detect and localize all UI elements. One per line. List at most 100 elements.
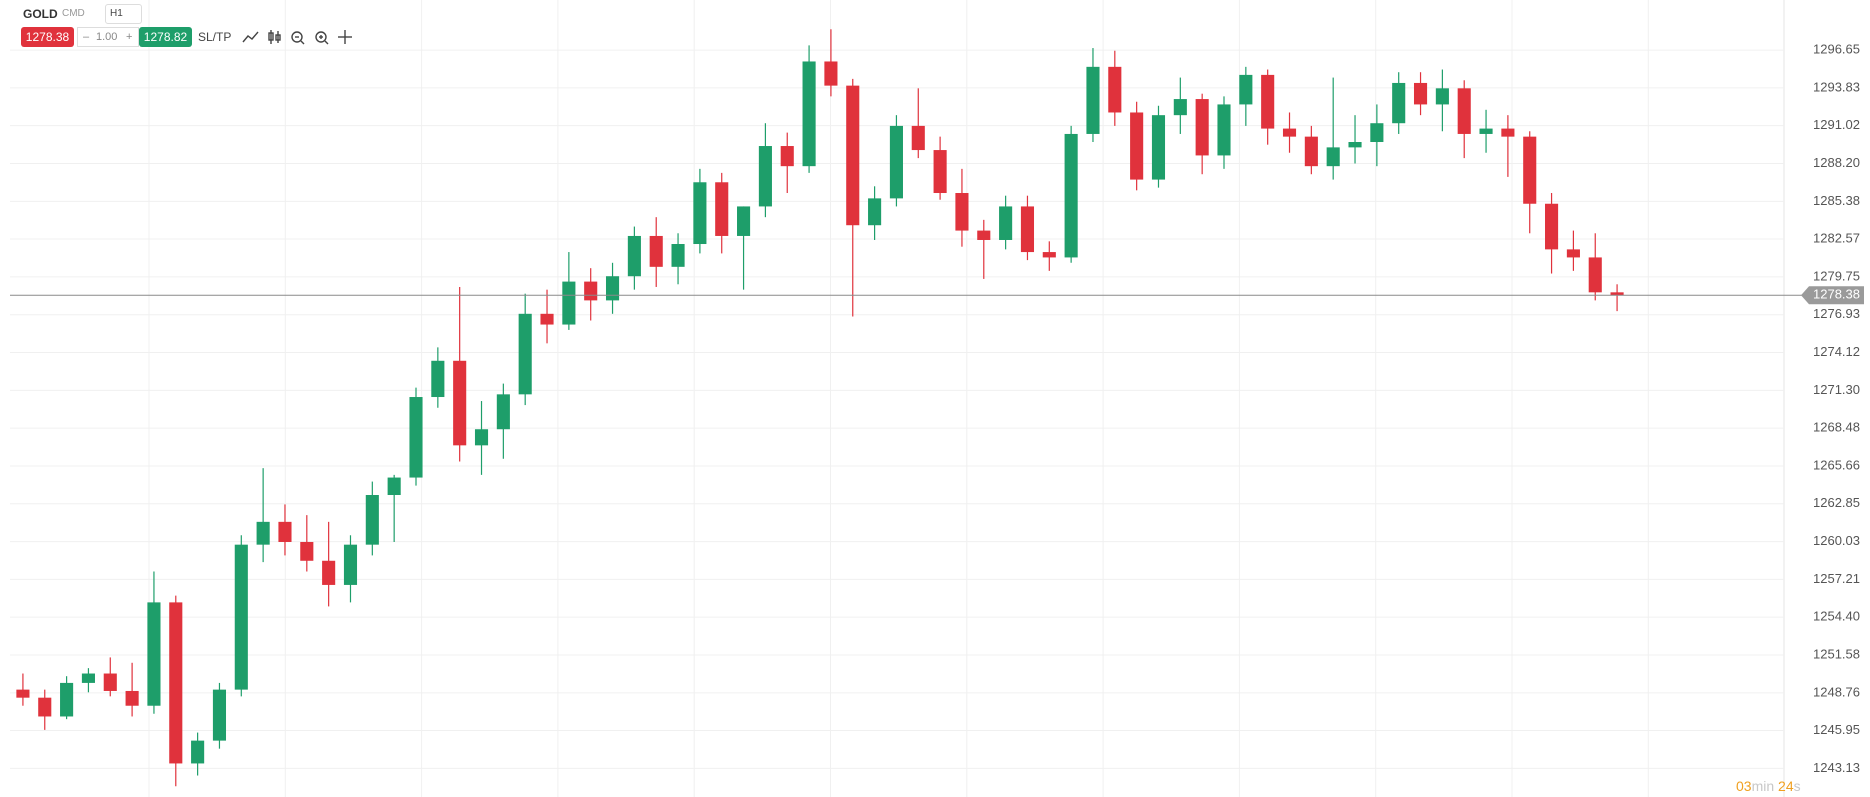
candle-body — [322, 560, 336, 585]
y-tick-label: 1282.57 — [1813, 230, 1860, 245]
y-tick-label: 1274.12 — [1813, 344, 1860, 359]
candle-body — [1130, 112, 1144, 180]
candle-body — [409, 397, 423, 478]
timeframe[interactable]: H1 — [105, 4, 142, 24]
candle-body — [693, 182, 707, 245]
candle-body — [868, 198, 882, 226]
candle-body — [846, 85, 860, 226]
y-tick-label: 1296.65 — [1813, 42, 1860, 57]
y-tick-label: 1268.48 — [1813, 420, 1860, 435]
candle-body — [1566, 249, 1580, 258]
candle-body — [1173, 99, 1187, 116]
quantity[interactable]: 1.00 — [96, 31, 118, 43]
candle-body — [278, 521, 292, 542]
candle-body — [1610, 292, 1624, 296]
candle-body — [81, 673, 95, 683]
candle-body — [1239, 74, 1253, 105]
candle-body — [737, 206, 751, 236]
last-price-tag — [1801, 286, 1864, 305]
candle-body — [889, 125, 903, 199]
candle-body — [1370, 123, 1384, 143]
candle-body — [1064, 133, 1078, 258]
y-tick-label: 1248.76 — [1813, 684, 1860, 699]
candle-body — [518, 313, 532, 395]
y-tick-label: 1285.38 — [1813, 193, 1860, 208]
quantity-box: – 1.00 + — [77, 27, 139, 47]
symbol[interactable]: GOLD — [23, 7, 58, 21]
y-tick-label: 1288.20 — [1813, 155, 1860, 170]
candle-body — [1457, 88, 1471, 134]
candle-body — [824, 61, 838, 86]
y-tick-label: 1254.40 — [1813, 609, 1860, 624]
candle-body — [1392, 82, 1406, 124]
candle-body — [60, 682, 74, 717]
candle-body — [1523, 136, 1537, 204]
candle-body — [300, 541, 314, 561]
candle-body — [16, 689, 30, 698]
candle-body — [496, 394, 510, 430]
candle-body — [1326, 147, 1340, 167]
plus-button[interactable]: + — [126, 31, 133, 43]
candle-body — [387, 477, 401, 496]
buy-button[interactable]: 1278.82 — [139, 27, 192, 47]
candle-body — [343, 544, 358, 585]
market[interactable]: CMD — [62, 8, 85, 19]
line-tool[interactable] — [242, 31, 259, 43]
zoom-out[interactable] — [291, 31, 305, 45]
candle-body — [1435, 88, 1449, 105]
candle-body — [1501, 128, 1515, 137]
candle-body — [999, 206, 1013, 240]
candle-body — [1151, 115, 1166, 180]
y-tick-label: 1279.75 — [1813, 268, 1860, 283]
candle-timer: 03min 24s — [1736, 776, 1801, 796]
y-tick-label: 1257.21 — [1813, 571, 1860, 586]
candle-body — [1217, 104, 1231, 156]
candle-body — [431, 360, 445, 398]
y-tick-label: 1276.93 — [1813, 306, 1860, 321]
candle-body — [649, 235, 663, 267]
candle-body — [933, 150, 947, 194]
candle-body — [234, 544, 248, 690]
candle-body — [256, 521, 270, 545]
candle-body — [103, 673, 117, 691]
candle-body — [365, 495, 379, 545]
candle-body — [1195, 99, 1209, 156]
y-tick-label: 1265.66 — [1813, 457, 1860, 472]
candle-body — [147, 602, 161, 706]
candle-body — [977, 230, 991, 240]
candle-body — [125, 690, 139, 706]
candle-body — [671, 244, 685, 267]
y-tick-label: 1245.95 — [1813, 722, 1860, 737]
y-tick-label: 1262.85 — [1813, 495, 1860, 510]
tool-icons — [242, 30, 352, 45]
candle-body — [584, 281, 598, 301]
y-tick-label: 1271.30 — [1813, 382, 1860, 397]
candle-body — [1479, 128, 1493, 134]
zoom-in[interactable] — [315, 31, 329, 45]
timer-min-unit: min — [1751, 778, 1775, 794]
candle-body — [474, 429, 489, 446]
crosshair-tool[interactable] — [338, 30, 352, 44]
candle-body — [758, 146, 772, 207]
candle-body — [627, 235, 641, 277]
sell-button[interactable]: 1278.38 — [21, 27, 74, 47]
candle-body — [1588, 257, 1602, 293]
candle-body — [169, 602, 183, 764]
candle-body — [1108, 66, 1122, 113]
minus-button[interactable]: – — [83, 31, 90, 43]
candle-body — [1348, 142, 1362, 148]
timer-seconds: 24 — [1778, 778, 1794, 794]
candle-body — [1413, 82, 1428, 105]
candle-body — [1086, 66, 1100, 134]
candle-tool[interactable] — [268, 30, 281, 44]
candle-body — [191, 740, 205, 764]
candle-body — [540, 313, 554, 325]
candle-body — [1042, 252, 1056, 258]
candle-body — [715, 182, 729, 236]
sltp-button[interactable]: SL/TP — [198, 30, 232, 44]
candle-body — [780, 146, 794, 167]
candle-body — [1020, 206, 1035, 253]
y-tick-label: 1243.13 — [1813, 760, 1860, 775]
